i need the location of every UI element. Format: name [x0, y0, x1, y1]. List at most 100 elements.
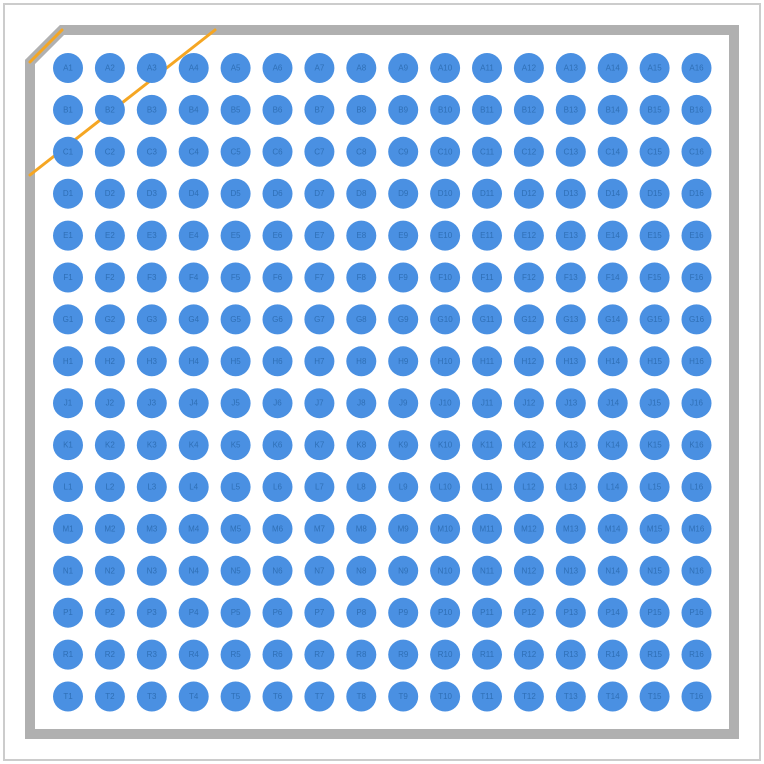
ball-label-D9: D9 — [398, 189, 409, 198]
ball-label-P8: P8 — [356, 608, 366, 617]
ball-label-D10: D10 — [438, 189, 453, 198]
ball-label-L5: L5 — [231, 483, 240, 492]
ball-label-P9: P9 — [398, 608, 408, 617]
ball-label-L4: L4 — [189, 483, 198, 492]
ball-label-E16: E16 — [689, 231, 704, 240]
ball-label-N14: N14 — [605, 566, 620, 575]
ball-label-T12: T12 — [522, 692, 536, 701]
ball-label-R14: R14 — [605, 650, 620, 659]
ball-label-H4: H4 — [189, 357, 200, 366]
ball-label-L15: L15 — [648, 483, 662, 492]
ball-label-E13: E13 — [564, 231, 579, 240]
ball-label-M13: M13 — [563, 524, 579, 533]
ball-label-A1: A1 — [63, 64, 73, 73]
ball-label-R13: R13 — [563, 650, 578, 659]
ball-label-E4: E4 — [189, 231, 199, 240]
ball-label-J6: J6 — [273, 399, 282, 408]
ball-label-F2: F2 — [105, 273, 115, 282]
ball-label-C2: C2 — [105, 147, 116, 156]
ball-label-N13: N13 — [563, 566, 578, 575]
ball-label-B7: B7 — [315, 105, 325, 114]
ball-label-C7: C7 — [314, 147, 325, 156]
ball-label-G11: G11 — [480, 315, 495, 324]
ball-label-C15: C15 — [647, 147, 662, 156]
ball-label-B16: B16 — [689, 105, 704, 114]
ball-label-T8: T8 — [357, 692, 367, 701]
ball-label-G3: G3 — [146, 315, 157, 324]
ball-label-M2: M2 — [104, 524, 116, 533]
ball-label-M16: M16 — [689, 524, 705, 533]
ball-label-M7: M7 — [314, 524, 326, 533]
ball-label-T7: T7 — [315, 692, 325, 701]
ball-label-J16: J16 — [690, 399, 703, 408]
ball-label-B6: B6 — [273, 105, 283, 114]
ball-label-H11: H11 — [480, 357, 495, 366]
ball-label-E1: E1 — [63, 231, 73, 240]
package-outline — [30, 30, 734, 734]
pin1-marker-line-0 — [30, 30, 62, 62]
ball-label-K6: K6 — [273, 441, 283, 450]
ball-label-M1: M1 — [62, 524, 74, 533]
ball-label-T2: T2 — [105, 692, 115, 701]
ball-label-T10: T10 — [438, 692, 452, 701]
ball-label-M4: M4 — [188, 524, 200, 533]
ball-label-B9: B9 — [398, 105, 408, 114]
ball-label-E8: E8 — [356, 231, 366, 240]
ball-label-F5: F5 — [231, 273, 241, 282]
ball-label-F10: F10 — [438, 273, 452, 282]
ball-label-K15: K15 — [647, 441, 662, 450]
ball-label-C8: C8 — [356, 147, 367, 156]
ball-label-M12: M12 — [521, 524, 537, 533]
ball-label-D5: D5 — [230, 189, 241, 198]
ball-label-J3: J3 — [148, 399, 157, 408]
ball-label-D12: D12 — [522, 189, 537, 198]
ball-label-H16: H16 — [689, 357, 704, 366]
ball-label-D7: D7 — [314, 189, 325, 198]
ball-label-N6: N6 — [272, 566, 283, 575]
ball-label-H10: H10 — [438, 357, 453, 366]
ball-label-K11: K11 — [480, 441, 494, 450]
ball-label-K3: K3 — [147, 441, 157, 450]
ball-label-R9: R9 — [398, 650, 409, 659]
ball-label-G13: G13 — [563, 315, 579, 324]
ball-label-N11: N11 — [480, 566, 495, 575]
ball-label-M14: M14 — [605, 524, 621, 533]
ball-label-F16: F16 — [690, 273, 704, 282]
ball-label-C12: C12 — [522, 147, 537, 156]
ball-label-K5: K5 — [231, 441, 241, 450]
ball-label-E15: E15 — [647, 231, 662, 240]
ball-label-E11: E11 — [480, 231, 494, 240]
ball-label-L13: L13 — [564, 483, 578, 492]
ball-label-N3: N3 — [147, 566, 158, 575]
ball-label-J8: J8 — [357, 399, 366, 408]
ball-label-C9: C9 — [398, 147, 409, 156]
ball-label-N15: N15 — [647, 566, 662, 575]
ball-label-R7: R7 — [314, 650, 325, 659]
ball-label-G9: G9 — [398, 315, 409, 324]
ball-label-E12: E12 — [522, 231, 537, 240]
ball-label-K7: K7 — [315, 441, 325, 450]
ball-label-P11: P11 — [480, 608, 494, 617]
ball-label-A4: A4 — [189, 64, 199, 73]
ball-label-E6: E6 — [273, 231, 283, 240]
ball-label-C11: C11 — [480, 147, 495, 156]
ball-label-G15: G15 — [647, 315, 663, 324]
ball-label-K4: K4 — [189, 441, 199, 450]
ball-label-B10: B10 — [438, 105, 453, 114]
ball-label-R1: R1 — [63, 650, 74, 659]
ball-label-D4: D4 — [189, 189, 200, 198]
ball-grid: A1A2A3A4A5A6A7A8A9A10A11A12A13A14A15A16B… — [53, 53, 712, 712]
ball-label-R10: R10 — [438, 650, 453, 659]
ball-label-M10: M10 — [437, 524, 453, 533]
ball-label-L6: L6 — [273, 483, 282, 492]
ball-label-F6: F6 — [273, 273, 283, 282]
ball-label-M15: M15 — [647, 524, 663, 533]
ball-label-E3: E3 — [147, 231, 157, 240]
ball-label-L1: L1 — [64, 483, 73, 492]
ball-label-A8: A8 — [356, 64, 366, 73]
ball-label-P2: P2 — [105, 608, 115, 617]
ball-label-T6: T6 — [273, 692, 283, 701]
ball-label-N2: N2 — [105, 566, 116, 575]
ball-label-J5: J5 — [231, 399, 240, 408]
ball-label-B1: B1 — [63, 105, 73, 114]
